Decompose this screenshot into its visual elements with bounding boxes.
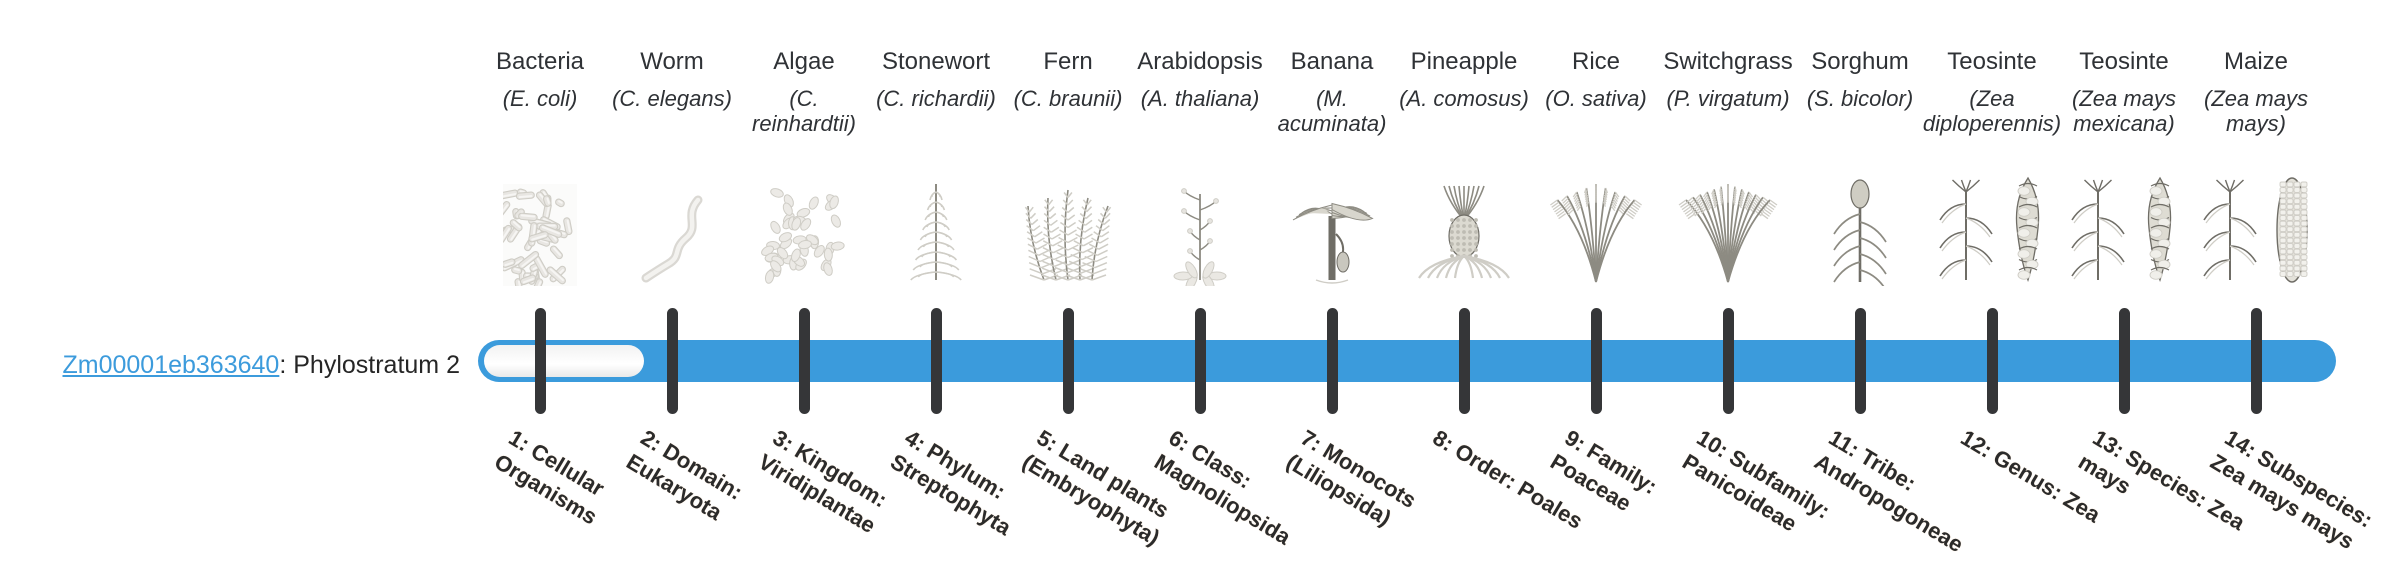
gene-phylostratum-label: Zm00001eb363640: Phylostratum 2 bbox=[40, 351, 460, 380]
species-common-name: Rice bbox=[1571, 48, 1620, 75]
species-latin-name: (E. coli) bbox=[502, 85, 578, 111]
phylostratum-tick-5[interactable] bbox=[1062, 308, 1074, 414]
species-column-arabidopsis-5: Arabidopsis (A. thaliana) bbox=[1120, 48, 1280, 111]
species-common-name: Switchgrass bbox=[1663, 48, 1793, 75]
phylostratum-unfilled-segment bbox=[484, 345, 644, 377]
phylostratum-tick-13[interactable] bbox=[2118, 308, 2130, 414]
species-latin-name: (O. sativa) bbox=[1545, 85, 1647, 111]
phylostratum-tick-2[interactable] bbox=[666, 308, 678, 414]
phylostratum-tick-14[interactable] bbox=[2250, 308, 2262, 414]
teosinte-diploperennis-icon bbox=[1929, 168, 2055, 286]
species-common-name: Bacteria bbox=[495, 48, 585, 75]
species-latin-name: (S. bicolor) bbox=[1806, 85, 1914, 111]
bacteria-icon bbox=[477, 168, 603, 286]
species-column-fern-4: Fern (C. braunii) bbox=[1003, 48, 1133, 111]
phylostratum-tick-11[interactable] bbox=[1854, 308, 1866, 414]
gene-phylostratum-text: : Phylostratum 2 bbox=[279, 351, 460, 379]
species-common-name: Algae bbox=[773, 48, 835, 75]
species-latin-name: (C. richardii) bbox=[876, 85, 996, 111]
species-latin-name: (Zea diploperennis) bbox=[1922, 85, 2062, 136]
species-common-name: Teosinte bbox=[2079, 48, 2169, 75]
species-latin-name: (C. elegans) bbox=[612, 85, 732, 111]
phylostratum-tick-12[interactable] bbox=[1986, 308, 1998, 414]
phylostratum-tick-9[interactable] bbox=[1590, 308, 1602, 414]
arabidopsis-icon bbox=[1137, 168, 1263, 286]
species-common-name: Arabidopsis bbox=[1137, 48, 1263, 75]
species-common-name: Sorghum bbox=[1811, 48, 1909, 75]
species-column-sorghum-10: Sorghum (S. bicolor) bbox=[1790, 48, 1930, 111]
species-common-name: Teosinte bbox=[1947, 48, 2037, 75]
species-latin-name: (M. acuminata) bbox=[1277, 85, 1387, 136]
banana-icon bbox=[1269, 168, 1395, 286]
maize-icon bbox=[2193, 168, 2319, 286]
switchgrass-icon bbox=[1665, 168, 1791, 286]
phylostratum-tick-8[interactable] bbox=[1458, 308, 1470, 414]
rice-icon bbox=[1533, 168, 1659, 286]
phylostratum-progress-bar[interactable] bbox=[478, 340, 2336, 382]
species-column-teosinte-11: Teosinte (Zea diploperennis) bbox=[1917, 48, 2067, 136]
gene-id-link[interactable]: Zm00001eb363640 bbox=[62, 351, 280, 379]
species-column-stonewort-3: Stonewort (C. richardii) bbox=[861, 48, 1011, 111]
species-common-name: Fern bbox=[1043, 48, 1093, 75]
species-latin-name: (C. reinhardtii) bbox=[752, 85, 856, 136]
species-column-worm-1: Worm (C. elegans) bbox=[602, 48, 742, 111]
species-column-teosinte-12: Teosinte (Zea mays mexicana) bbox=[2049, 48, 2199, 136]
species-common-name: Worm bbox=[640, 48, 704, 75]
phylostratum-tick-10[interactable] bbox=[1722, 308, 1734, 414]
phylostratum-value-text: Phylostratum 2 bbox=[293, 351, 460, 379]
phylostratum-tick-3[interactable] bbox=[798, 308, 810, 414]
algae-icon bbox=[741, 168, 867, 286]
species-latin-name: (Zea mays mexicana) bbox=[2072, 85, 2176, 136]
species-common-name: Maize bbox=[2223, 48, 2289, 75]
species-column-algae-2: Algae (C. reinhardtii) bbox=[745, 48, 863, 136]
phylostratum-tick-7[interactable] bbox=[1326, 308, 1338, 414]
species-column-pineapple-7: Pineapple (A. comosus) bbox=[1394, 48, 1534, 111]
species-latin-name: (Zea mays mays) bbox=[2204, 85, 2308, 136]
species-column-rice-8: Rice (O. sativa) bbox=[1541, 48, 1651, 111]
species-column-switchgrass-9: Switchgrass (P. virgatum) bbox=[1653, 48, 1803, 111]
species-latin-name: (A. comosus) bbox=[1399, 85, 1529, 111]
species-column-maize-13: Maize (Zea mays mays) bbox=[2186, 48, 2326, 136]
phylostratum-tick-1[interactable] bbox=[534, 308, 546, 414]
pineapple-icon bbox=[1401, 168, 1527, 286]
species-latin-name: (P. virgatum) bbox=[1666, 85, 1790, 111]
species-latin-name: (C. braunii) bbox=[1013, 85, 1123, 111]
species-common-name: Stonewort bbox=[881, 48, 991, 75]
species-common-name: Banana bbox=[1290, 48, 1374, 75]
teosinte-mexicana-icon bbox=[2061, 168, 2187, 286]
worm-icon bbox=[609, 168, 735, 286]
sorghum-icon bbox=[1797, 168, 1923, 286]
fern-icon bbox=[1005, 168, 1131, 286]
stonewort-icon bbox=[873, 168, 999, 286]
species-column-bacteria-0: Bacteria (E. coli) bbox=[480, 48, 600, 111]
phylostratum-tick-6[interactable] bbox=[1194, 308, 1206, 414]
phylostratum-tick-4[interactable] bbox=[930, 308, 942, 414]
species-latin-name: (A. thaliana) bbox=[1140, 85, 1260, 111]
species-common-name: Pineapple bbox=[1410, 48, 1518, 75]
species-column-banana-6: Banana (M. acuminata) bbox=[1272, 48, 1392, 136]
